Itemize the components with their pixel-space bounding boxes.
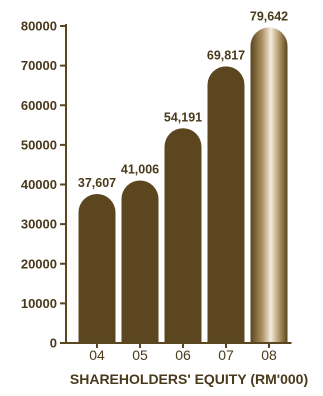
y-tick-label-0: 0: [50, 336, 57, 351]
y-tick-label-40000: 40000: [21, 177, 57, 192]
bar-06: [165, 128, 202, 343]
y-tick-label-80000: 80000: [21, 19, 57, 34]
y-tick-label-50000: 50000: [21, 137, 57, 152]
data-label-06: 54,191: [164, 110, 202, 124]
data-label-07: 69,817: [207, 48, 245, 62]
data-label-05: 41,006: [121, 163, 159, 177]
bar-05: [122, 181, 159, 343]
bar-08: [251, 27, 288, 343]
y-tick-label-10000: 10000: [21, 296, 57, 311]
y-tick-label-30000: 30000: [21, 217, 57, 232]
chart-title: SHAREHOLDERS' EQUITY (RM'000): [70, 371, 308, 387]
bar-04: [79, 194, 116, 343]
data-label-04: 37,607: [78, 176, 116, 190]
y-tick-label-60000: 60000: [21, 98, 57, 113]
data-label-08: 79,642: [250, 9, 288, 23]
x-tick-label-05: 05: [132, 347, 148, 363]
x-tick-label-04: 04: [89, 347, 105, 363]
y-tick-label-70000: 70000: [21, 58, 57, 73]
x-tick-label-08: 08: [261, 347, 277, 363]
x-tick-label-06: 06: [175, 347, 191, 363]
bar-07: [208, 66, 245, 343]
x-tick-label-07: 07: [218, 347, 234, 363]
y-tick-label-20000: 20000: [21, 256, 57, 271]
